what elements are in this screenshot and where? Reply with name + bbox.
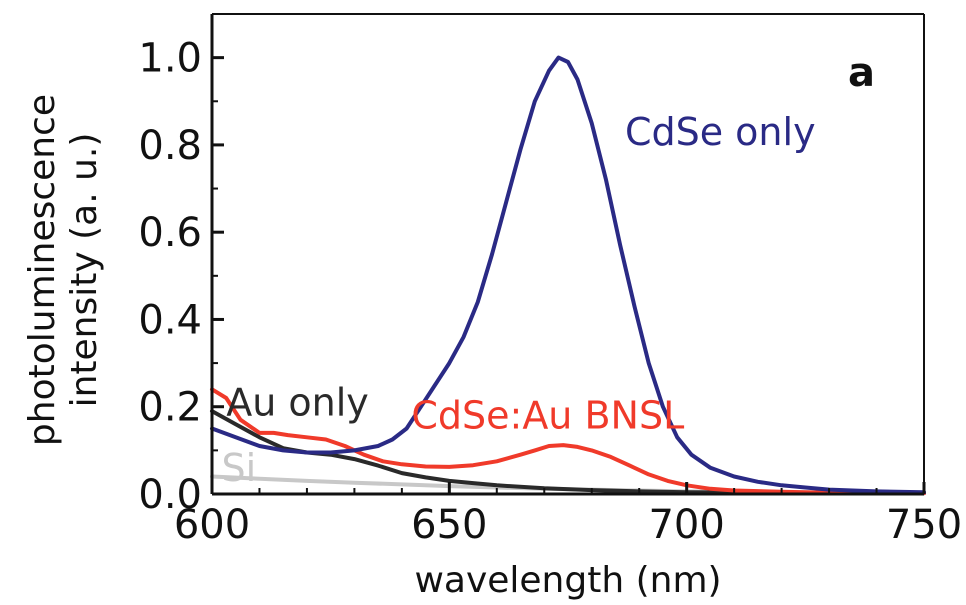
panel-label: a: [848, 50, 875, 96]
y-axis-title: photoluminescence intensity (a. u.): [22, 94, 105, 446]
y-axis-title-line-2: intensity (a. u.): [64, 133, 105, 408]
x-axis-title: wavelength (nm): [414, 560, 721, 601]
axes-layer: 600 650 700 750 0.0 0.2 0.4 0.6 0.8 1.0: [138, 13, 962, 548]
x-tick-label-700: 700: [648, 502, 724, 548]
y-tick-label-0-6: 0.6: [138, 210, 202, 256]
series-label-cdse-au-bnsl: CdSe:Au BNSL: [411, 394, 684, 438]
series-label-cdse-only: CdSe only: [625, 110, 816, 154]
y-tick-label-0-4: 0.4: [138, 297, 202, 343]
x-tick-label-750: 750: [886, 502, 962, 548]
series-label-au-only: Au only: [226, 380, 369, 424]
x-tick-label-600: 600: [174, 502, 250, 548]
y-tick-label-0-8: 0.8: [138, 123, 202, 169]
y-axis-title-line-1: photoluminescence: [22, 94, 63, 446]
annotation-layer: CdSe only CdSe:Au BNSL Au only Si: [221, 110, 815, 490]
y-tick-label-0-2: 0.2: [138, 385, 202, 431]
series-line-cdse-only: [210, 55, 926, 495]
y-tick-label-0: 0.0: [138, 472, 202, 518]
x-tick-label-650: 650: [411, 502, 487, 548]
y-tick-label-1: 1.0: [138, 36, 202, 82]
series-line-cdse-au-bnsl: [210, 387, 926, 496]
series-label-si: Si: [221, 446, 256, 490]
